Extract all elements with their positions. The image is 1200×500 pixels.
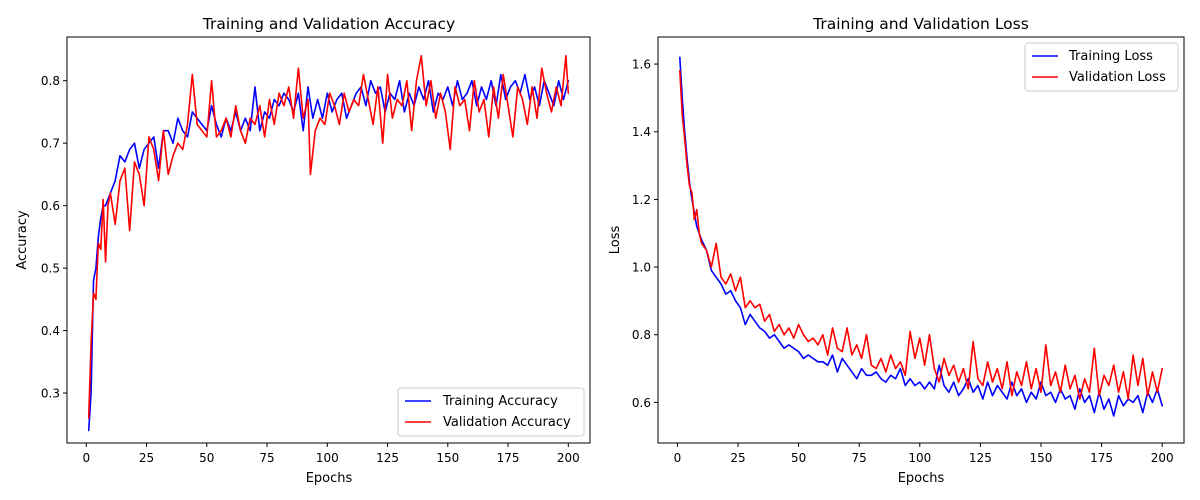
legend-label-validation-loss: Validation Loss xyxy=(1069,70,1166,85)
loss-chart-plot-area xyxy=(679,56,1163,417)
loss-x-tick-label: 125 xyxy=(969,451,992,465)
legend-label-training-loss: Training Loss xyxy=(1068,49,1153,64)
loss-chart-y-axis-label: Loss xyxy=(608,226,623,255)
loss-x-tick-label: 100 xyxy=(908,451,931,465)
loss-y-tick-label: 1.6 xyxy=(632,58,651,72)
loss-x-tick-label: 75 xyxy=(852,451,867,465)
loss-y-tick-label: 1.2 xyxy=(632,193,651,207)
accuracy-x-tick-label: 200 xyxy=(557,451,580,465)
accuracy-chart-legend: Training Accuracy Validation Accuracy xyxy=(397,387,585,437)
loss-chart: Training and Validation Loss 0 25 50 75 100 1… xyxy=(608,15,1185,486)
accuracy-y-tick-label: 0.8 xyxy=(41,74,60,88)
loss-x-tick-label: 50 xyxy=(791,451,806,465)
loss-x-tick-label: 150 xyxy=(1030,451,1053,465)
loss-chart-axes-frame xyxy=(657,36,1185,444)
loss-x-tick-label: 25 xyxy=(730,451,745,465)
accuracy-x-tick-label: 150 xyxy=(436,451,459,465)
validation-accuracy-line xyxy=(87,54,570,419)
accuracy-chart-x-axis-label: Epochs xyxy=(306,471,353,486)
loss-chart-ticks: 0 25 50 75 100 125 150 175 200 0.6 0.8 1.0 1.2 1.4 1.6 xyxy=(632,58,1174,465)
training-loss-line xyxy=(679,56,1163,417)
accuracy-x-tick-label: 0 xyxy=(82,451,90,465)
loss-x-tick-label: 0 xyxy=(674,451,682,465)
loss-y-tick-label: 1.4 xyxy=(632,125,651,139)
loss-y-tick-label: 0.6 xyxy=(632,396,651,410)
accuracy-chart-axes-frame xyxy=(66,36,591,444)
accuracy-y-tick-label: 0.4 xyxy=(41,324,60,338)
accuracy-x-tick-label: 25 xyxy=(139,451,154,465)
accuracy-x-tick-label: 125 xyxy=(376,451,399,465)
loss-y-tick-label: 1.0 xyxy=(632,261,651,275)
accuracy-x-tick-label: 100 xyxy=(316,451,339,465)
loss-chart-legend-box xyxy=(1024,42,1179,92)
accuracy-chart-legend-box xyxy=(397,387,585,437)
accuracy-chart-y-axis-label: Accuracy xyxy=(15,210,30,270)
accuracy-y-tick-label: 0.7 xyxy=(41,137,60,151)
training-accuracy-line xyxy=(87,73,570,432)
loss-chart-title: Training and Validation Loss xyxy=(812,15,1029,33)
accuracy-x-tick-label: 75 xyxy=(259,451,274,465)
validation-loss-line xyxy=(679,70,1163,400)
accuracy-chart-title: Training and Validation Accuracy xyxy=(202,15,455,33)
accuracy-y-tick-label: 0.6 xyxy=(41,199,60,213)
loss-chart-legend: Training Loss Validation Loss xyxy=(1024,42,1179,92)
loss-x-tick-label: 175 xyxy=(1090,451,1113,465)
accuracy-chart-ticks: 0 25 50 75 100 125 150 175 200 0.3 0.4 0.5 0.6 0.7 0.8 xyxy=(41,74,580,465)
legend-label-validation-accuracy: Validation Accuracy xyxy=(443,415,571,430)
accuracy-chart-plot-area xyxy=(87,54,570,432)
legend-label-training-accuracy: Training Accuracy xyxy=(442,394,558,409)
accuracy-y-tick-label: 0.3 xyxy=(41,387,60,401)
accuracy-x-tick-label: 175 xyxy=(497,451,520,465)
accuracy-y-tick-label: 0.5 xyxy=(41,262,60,276)
loss-y-tick-label: 0.8 xyxy=(632,328,651,342)
accuracy-x-tick-label: 50 xyxy=(199,451,214,465)
loss-chart-x-axis-label: Epochs xyxy=(898,471,945,486)
accuracy-chart: Training and Validation Accuracy 0 25 50 75… xyxy=(15,15,591,486)
loss-x-tick-label: 200 xyxy=(1151,451,1174,465)
